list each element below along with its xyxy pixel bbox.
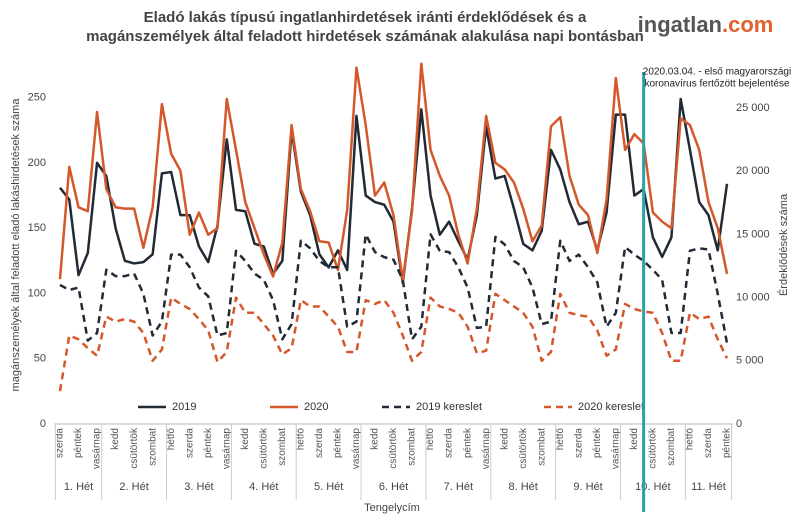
week-label: 6. Hét <box>379 481 408 493</box>
x-tick-label: hétfő <box>425 428 436 451</box>
y-tick-label: 250 <box>28 92 46 104</box>
logo: ingatlan <box>638 12 722 37</box>
x-axis-title: Tengelycím <box>364 502 420 514</box>
x-tick-label: csütörtök <box>388 427 399 469</box>
x-tick-label: szerda <box>444 428 455 458</box>
week-label: 9. Hét <box>573 481 602 493</box>
x-tick-label: kedd <box>499 428 510 450</box>
series-line <box>59 233 729 344</box>
x-tick-label: szombat <box>666 428 677 466</box>
x-tick-label: szerda <box>703 428 714 458</box>
x-tick-label: szerda <box>314 428 325 458</box>
y-tick-label: 200 <box>28 157 46 169</box>
x-tick-label: kedd <box>240 428 251 450</box>
x-tick-label: péntek <box>462 427 473 458</box>
legend-label: 2020 kereslet <box>578 401 644 413</box>
x-tick-label: hétfő <box>296 428 307 451</box>
y2-tick-label: 10 000 <box>736 291 770 303</box>
x-tick-label: péntek <box>73 427 84 458</box>
logo-suffix: .com <box>722 12 773 37</box>
week-label: 1. Hét <box>64 481 93 493</box>
x-tick-label: kedd <box>370 428 381 450</box>
x-tick-label: szerda <box>55 428 66 458</box>
week-label: 7. Hét <box>444 481 473 493</box>
y-tick-label: 150 <box>28 222 46 234</box>
x-tick-label: csütörtök <box>129 427 140 469</box>
week-label: 2. Hét <box>119 481 148 493</box>
annotation-text: koronavírus fertőzött bejelentése <box>644 79 790 90</box>
chart-title: Eladó lakás típusú ingatlanhirdetések ir… <box>144 9 587 26</box>
series-line <box>58 62 729 282</box>
x-tick-label: péntek <box>333 427 344 458</box>
x-tick-label: hétfő <box>166 428 177 451</box>
y-axis-title: magánszemélyek által feladott eladó laká… <box>10 98 22 392</box>
week-label: 3. Hét <box>184 481 213 493</box>
x-tick-label: csütörtök <box>518 427 529 469</box>
x-tick-label: szerda <box>184 428 195 458</box>
y-tick-label: 100 <box>28 287 46 299</box>
week-label: 10. Hét <box>635 481 670 493</box>
x-tick-label: vasárnap <box>221 428 232 470</box>
series-line <box>58 292 729 392</box>
y2-axis-title: Érdeklődések száma <box>777 193 790 296</box>
week-label: 4. Hét <box>249 481 278 493</box>
x-tick-label: csütörtök <box>648 427 659 469</box>
y-tick-label: 50 <box>34 353 46 365</box>
legend-label: 2020 <box>304 401 328 413</box>
x-tick-label: szombat <box>407 428 418 466</box>
x-tick-label: csütörtök <box>258 427 269 469</box>
week-label: 8. Hét <box>509 481 538 493</box>
x-tick-label: péntek <box>592 427 603 458</box>
x-tick-label: kedd <box>629 428 640 450</box>
x-tick-label: hétfő <box>685 428 696 451</box>
y2-tick-label: 15 000 <box>736 228 770 240</box>
x-tick-label: szombat <box>277 428 288 466</box>
x-tick-label: péntek <box>722 427 733 458</box>
y2-tick-label: 5 000 <box>736 355 764 367</box>
y2-tick-label: 0 <box>736 418 742 430</box>
y2-tick-label: 25 000 <box>736 102 770 114</box>
x-tick-label: kedd <box>110 428 121 450</box>
x-tick-label: szombat <box>536 428 547 466</box>
x-tick-label: vasárnap <box>92 428 103 470</box>
week-label: 11. Hét <box>691 481 726 493</box>
x-tick-label: hétfő <box>555 428 566 451</box>
x-tick-label: vasárnap <box>610 428 621 470</box>
chart-title: magánszemélyek által feladott hirdetések… <box>86 28 644 45</box>
x-tick-label: vasárnap <box>481 428 492 470</box>
x-tick-label: péntek <box>203 427 214 458</box>
x-tick-label: vasárnap <box>351 428 362 470</box>
y2-tick-label: 20 000 <box>736 165 770 177</box>
y-tick-label: 0 <box>40 418 46 430</box>
x-tick-label: szerda <box>573 428 584 458</box>
week-label: 5. Hét <box>314 481 343 493</box>
x-tick-label: szombat <box>147 428 158 466</box>
legend-label: 2019 kereslet <box>416 401 482 413</box>
legend-label: 2019 <box>172 401 196 413</box>
annotation-text: 2020.03.04. - első magyarországi <box>643 67 791 78</box>
